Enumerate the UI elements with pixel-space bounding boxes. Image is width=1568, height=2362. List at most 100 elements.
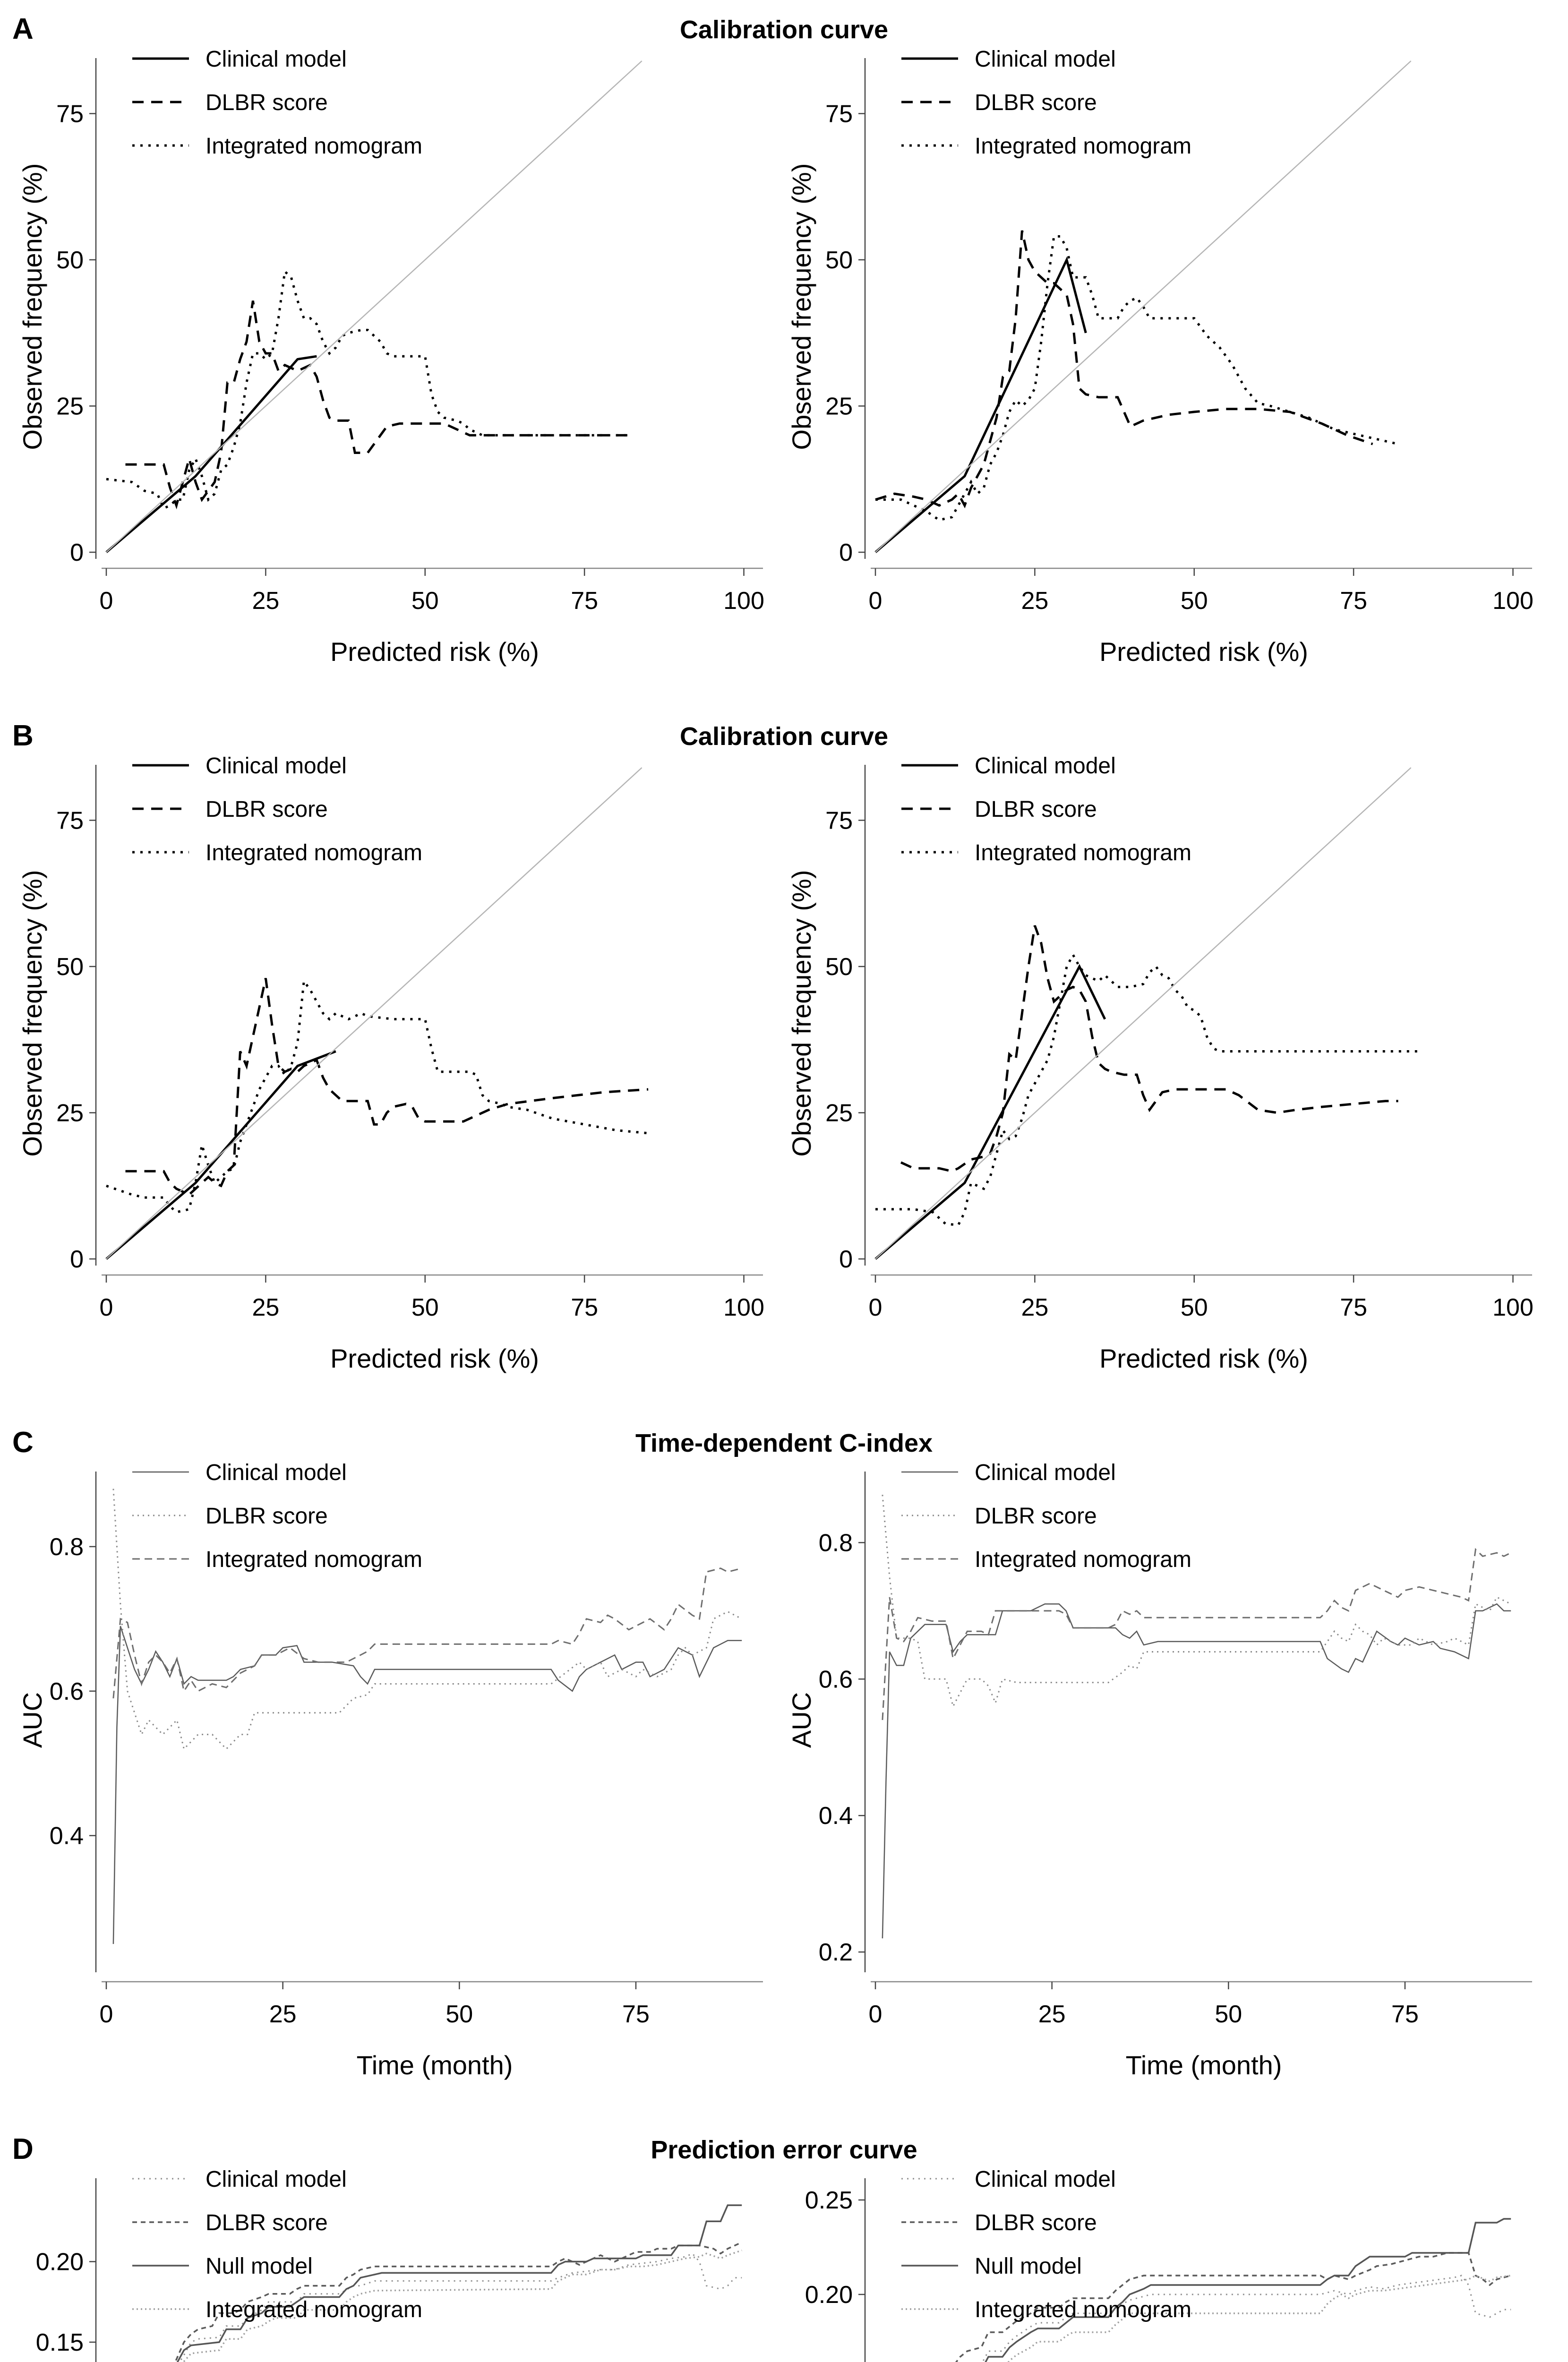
series-line-integrated-nomogram — [1007, 2275, 1511, 2362]
series-line-clinical-model — [112, 1626, 742, 1944]
panel-letter-b: B — [12, 719, 34, 752]
legend-label: Clinical model — [206, 2167, 347, 2192]
y-axis: 0.2 0.4 0.6 0.8 AUC — [787, 1472, 866, 1972]
x-tick-label: 100 — [1492, 587, 1534, 615]
legend-label: DLBR score — [975, 90, 1097, 115]
chart-d-left: 0.000.100.150.20Brier score0255075Time (… — [14, 2165, 775, 2362]
x-tick-label: 0 — [100, 1294, 113, 1321]
y-tick-label: 75 — [825, 100, 853, 128]
chart-svg: 0.050.100.150.200.25Brier score0255075Ti… — [805, 2167, 1511, 2362]
x-tick-label: 0 — [100, 2001, 113, 2028]
legend-label: Integrated nomogram — [975, 840, 1191, 865]
x-tick-label: 75 — [1340, 587, 1367, 615]
series-line-reference — [875, 767, 1412, 1259]
series-line-reference — [106, 767, 643, 1259]
series-line-reference — [106, 60, 643, 553]
legend-label: DLBR score — [206, 1504, 328, 1529]
x-tick-label: 50 — [411, 1294, 439, 1321]
series-line-dlbr-score — [174, 2242, 742, 2362]
legend: Clinical model DLBR score Null model Integr… — [132, 2167, 422, 2322]
legend-label: DLBR score — [206, 90, 328, 115]
x-tick-label: 0 — [869, 2001, 883, 2028]
legend-label: Integrated nomogram — [206, 134, 422, 159]
legend-label: DLBR score — [975, 1504, 1097, 1529]
y-tick-label: 25 — [825, 393, 853, 420]
series-group — [174, 2204, 742, 2362]
panel-b: B Calibration curve 0 25 50 75 Observed freq… — [0, 715, 1568, 1422]
x-tick-label: 75 — [571, 587, 598, 615]
series-line-dlbr-score — [112, 1489, 742, 1751]
chart-svg: 0 25 50 75 Observed frequency (%) 0 25 50 75 100 P… — [787, 47, 1534, 667]
x-tick-label: 75 — [1340, 1294, 1367, 1321]
x-tick-label: 25 — [1038, 2001, 1066, 2028]
x-tick-label: 75 — [622, 2001, 650, 2028]
series-line-integrated-nomogram — [112, 1567, 742, 1699]
panel-title-b: Calibration curve — [679, 722, 889, 751]
y-tick-label: 25 — [825, 1099, 853, 1127]
y-tick-label: 75 — [56, 807, 84, 834]
legend-label: Clinical model — [975, 47, 1116, 72]
x-tick-label: 50 — [1181, 587, 1208, 615]
x-axis-title: Predicted risk (%) — [330, 1344, 539, 1373]
y-tick-label: 0.8 — [50, 1533, 84, 1561]
panel-a-charts-row: 0 25 50 75 Observed frequency (%) 0 25 50 75 100 P… — [0, 44, 1568, 692]
chart-svg: 0.000.100.150.20Brier score0255075Time (… — [36, 2167, 742, 2362]
y-tick-label: 50 — [56, 953, 84, 981]
y-axis-title: Observed frequency (%) — [787, 163, 816, 450]
x-axis: 0 25 50 75 Time (month) — [100, 1981, 763, 2080]
x-tick-label: 75 — [1391, 2001, 1419, 2028]
chart-c-right: 0.2 0.4 0.6 0.8 AUC 0 25 50 75 Time (month) Clinic… — [783, 1458, 1544, 2105]
y-axis-title: Observed frequency (%) — [17, 870, 47, 1157]
y-axis: 0 25 50 75 Observed frequency (%) — [787, 765, 866, 1273]
y-tick-label: 0.25 — [805, 2187, 853, 2214]
legend: Clinical model DLBR score Integrated nomog… — [901, 1460, 1191, 1572]
legend-label: Integrated nomogram — [206, 840, 422, 865]
y-axis: 0 25 50 75 Observed frequency (%) — [17, 765, 97, 1273]
panel-c: C Time-dependent C-index 0.4 0.6 0.8 AUC 0 25… — [0, 1422, 1568, 2129]
legend-label: Null model — [975, 2254, 1082, 2279]
y-tick-label: 50 — [825, 247, 853, 274]
legend: Clinical model DLBR score Integrated nomog… — [132, 47, 422, 159]
legend-label: Clinical model — [206, 753, 347, 779]
chart-svg: 0 25 50 75 Observed frequency (%) 0 25 50 75 100 P… — [17, 753, 764, 1373]
y-axis-title: Observed frequency (%) — [787, 870, 816, 1157]
panel-d-charts-row: 0.000.100.150.20Brier score0255075Time (… — [0, 2165, 1568, 2362]
x-tick-label: 25 — [1021, 587, 1048, 615]
panel-title-a: Calibration curve — [679, 16, 889, 44]
chart-c-left: 0.4 0.6 0.8 AUC 0 25 50 75 Time (month) Clinical … — [14, 1458, 775, 2105]
y-tick-label: 0.6 — [50, 1678, 84, 1705]
legend-label: Clinical model — [206, 1460, 347, 1485]
y-tick-label: 0 — [839, 1246, 853, 1273]
x-axis-title: Time (month) — [1126, 2050, 1282, 2080]
x-axis-title: Predicted risk (%) — [1099, 637, 1308, 667]
y-axis: 0.4 0.6 0.8 AUC — [17, 1472, 97, 1972]
series-line-clinical-model — [874, 256, 1087, 553]
y-tick-label: 25 — [56, 1099, 84, 1127]
legend-label: DLBR score — [206, 2210, 328, 2235]
x-axis: 0 25 50 75 Time (month) — [869, 1981, 1532, 2080]
y-tick-label: 0 — [70, 1246, 84, 1273]
y-tick-label: 0.2 — [819, 1939, 853, 1966]
x-tick-label: 25 — [252, 1294, 279, 1321]
x-tick-label: 75 — [571, 1294, 598, 1321]
series-line-clinical-model — [105, 355, 317, 553]
legend: Clinical model DLBR score Integrated nomog… — [901, 753, 1191, 865]
y-axis-title: AUC — [17, 1692, 47, 1748]
y-tick-label: 75 — [825, 807, 853, 834]
chart-svg: 0 25 50 75 Observed frequency (%) 0 25 50 75 100 P… — [17, 47, 764, 667]
x-tick-label: 50 — [1215, 2001, 1242, 2028]
legend-label: Integrated nomogram — [206, 1547, 422, 1572]
legend-label: Integrated nomogram — [975, 1547, 1191, 1572]
chart-a-right: 0 25 50 75 Observed frequency (%) 0 25 50 75 100 P… — [783, 44, 1544, 692]
legend: Clinical model DLBR score Integrated nomog… — [132, 1460, 422, 1572]
series-line-reference — [875, 60, 1412, 553]
series-group — [882, 1495, 1511, 1939]
legend-label: Integrated nomogram — [206, 2297, 422, 2322]
x-tick-label: 0 — [100, 587, 113, 615]
x-tick-label: 25 — [269, 2001, 297, 2028]
y-tick-label: 0.6 — [819, 1666, 853, 1693]
x-tick-label: 100 — [723, 587, 764, 615]
x-axis: 0 25 50 75 100 Predicted risk (%) — [100, 567, 764, 667]
y-axis: 0.000.100.150.20Brier score — [36, 2178, 97, 2362]
